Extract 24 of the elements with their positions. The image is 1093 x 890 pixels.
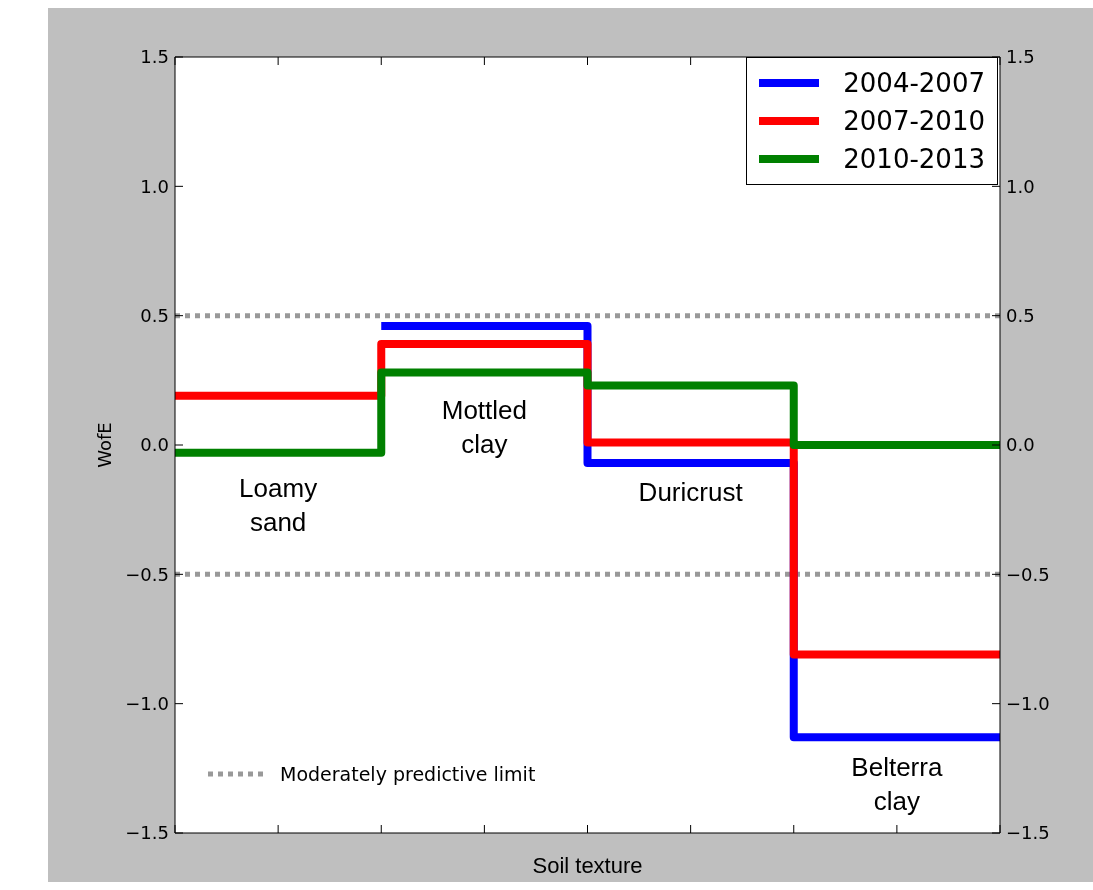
annotation: Loamy sand: [238, 471, 319, 539]
y2-tick-label: −0.5: [1006, 563, 1050, 585]
y-tick-label: 1.5: [140, 46, 169, 68]
y-tick-label: 0.0: [140, 434, 169, 456]
y-tick-label: 0.5: [140, 305, 169, 327]
y2-tick-label: −1.0: [1006, 693, 1050, 715]
y-axis-title: WofE: [94, 422, 116, 468]
y2-tick-label: 0.5: [1006, 305, 1035, 327]
y-tick-label: 1.0: [140, 175, 169, 197]
y-tick-label: −1.0: [125, 693, 169, 715]
y2-tick-label: −1.5: [1006, 822, 1050, 844]
y2-tick-label: 1.5: [1006, 46, 1035, 68]
annotation: Duricrust: [637, 475, 744, 509]
y2-tick-label: 0.0: [1006, 434, 1035, 456]
y2-tick-label: 1.0: [1006, 175, 1035, 197]
legend-label: 2004-2007: [843, 68, 985, 98]
annotation: Belterra clay: [850, 751, 944, 819]
y-tick-label: −0.5: [125, 563, 169, 585]
legend-label: Moderately predictive limit: [280, 762, 536, 785]
y-tick-label: −1.5: [125, 822, 169, 844]
x-axis-title: Soil texture: [532, 853, 643, 878]
legend-label: 2007-2010: [843, 106, 985, 136]
legend-label: 2010-2013: [843, 144, 985, 174]
annotation: Mottled clay: [440, 394, 528, 462]
